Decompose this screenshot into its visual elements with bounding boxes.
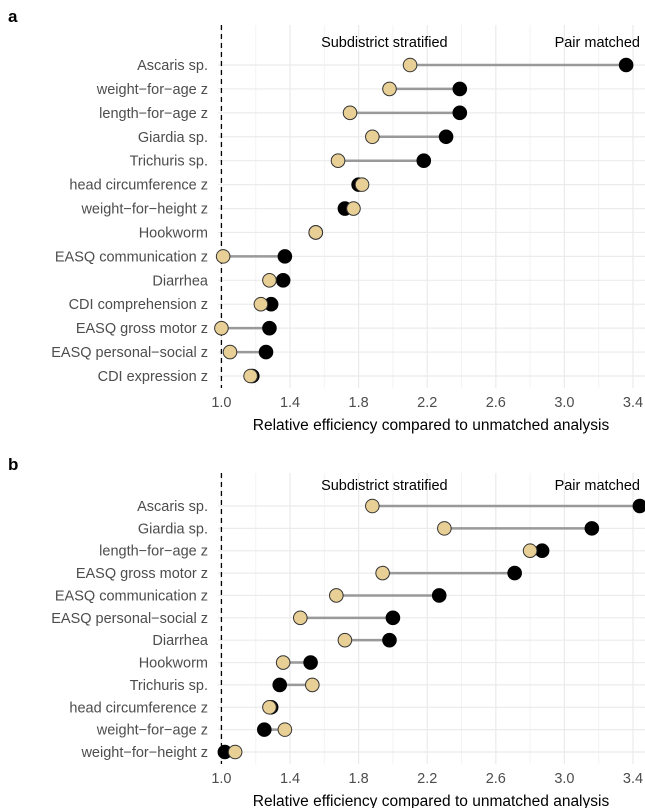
subdistrict-stratified-point: [382, 81, 397, 97]
y-category-label: Ascaris sp.: [137, 499, 208, 515]
subdistrict-stratified-point: [227, 744, 243, 760]
subdistrict-stratified-label: Subdistrict stratified: [321, 35, 448, 51]
pair-matched-point: [275, 273, 291, 288]
subdistrict-stratified-point: [329, 588, 344, 603]
y-category-label: EASQ personal−social z: [51, 611, 208, 627]
subdistrict-stratified-point: [253, 296, 269, 312]
subdistrict-stratified-point: [215, 249, 231, 264]
subdistrict-stratified-point: [375, 565, 390, 581]
subdistrict-stratified-point: [308, 225, 324, 240]
panel-label: a: [8, 7, 18, 26]
pair-matched-label: Pair matched: [555, 478, 640, 494]
x-tick-label: 1.8: [349, 771, 369, 787]
pair-matched-point: [303, 655, 318, 670]
x-tick-label: 2.2: [417, 395, 437, 411]
x-tick-label: 2.2: [417, 771, 437, 787]
x-tick-label: 1.8: [349, 395, 369, 411]
x-axis-title: Relative efficiency compared to unmatche…: [253, 417, 610, 434]
subdistrict-stratified-point: [346, 201, 361, 216]
subdistrict-stratified-point: [522, 543, 538, 559]
y-category-label: Diarrhea: [152, 633, 209, 649]
x-tick-label: 3.4: [623, 395, 643, 411]
x-tick-label: 1.0: [211, 771, 231, 787]
x-tick-label: 1.4: [280, 771, 300, 787]
subdistrict-stratified-point: [365, 129, 380, 145]
pair-matched-point: [277, 249, 293, 264]
y-category-label: Trichuris sp.: [130, 154, 208, 170]
x-tick-label: 3.0: [554, 771, 574, 787]
pair-matched-point: [257, 722, 272, 737]
pair-matched-point: [262, 320, 277, 336]
subdistrict-stratified-point: [337, 632, 353, 648]
y-category-label: weight−for−age z: [96, 723, 208, 739]
y-category-label: length−for−age z: [99, 106, 208, 122]
x-tick-label: 3.0: [554, 395, 574, 411]
pair-matched-point: [584, 521, 600, 536]
y-category-label: EASQ communication z: [55, 249, 208, 265]
y-category-label: Diarrhea: [152, 273, 209, 289]
y-category-label: Hookworm: [139, 656, 208, 672]
subdistrict-stratified-label: Subdistrict stratified: [321, 478, 448, 494]
y-category-label: length−for−age z: [99, 544, 208, 560]
y-category-label: Giardia sp.: [138, 130, 208, 146]
subdistrict-stratified-point: [262, 699, 277, 715]
pair-matched-point: [385, 610, 401, 626]
panel-label: b: [8, 455, 18, 474]
pair-matched-point: [258, 344, 274, 360]
panel-b: b 1.0 1.4 1.8 2.2 2.6 3.0 3.4 Subdistrict strati…: [8, 455, 645, 808]
subdistrict-stratified-point: [222, 344, 238, 360]
y-category-label: weight−for−height z: [80, 745, 208, 761]
y-category-label: Ascaris sp.: [137, 58, 208, 74]
subdistrict-stratified-point: [214, 320, 229, 336]
pair-matched-point: [438, 129, 454, 145]
y-category-label: CDI expression z: [98, 369, 208, 385]
pair-matched-point: [431, 588, 447, 603]
subdistrict-stratified-point: [243, 368, 258, 384]
pair-matched-point: [272, 677, 288, 693]
y-category-label: Trichuris sp.: [130, 678, 208, 694]
x-tick-label: 2.6: [486, 395, 506, 411]
subdistrict-stratified-point: [277, 722, 293, 737]
x-tick-label: 2.6: [486, 771, 506, 787]
y-category-label: weight−for−height z: [80, 202, 208, 218]
x-tick-label: 1.0: [211, 395, 231, 411]
y-category-label: CDI comprehension z: [69, 297, 208, 313]
x-tick-label: 3.4: [623, 771, 643, 787]
subdistrict-stratified-point: [354, 177, 370, 192]
y-category-label: weight−for−age z: [96, 82, 208, 98]
y-category-label: Hookworm: [139, 225, 208, 241]
pair-matched-point: [452, 81, 468, 97]
subdistrict-stratified-point: [342, 105, 358, 121]
pair-matched-point: [632, 498, 645, 514]
x-axis-title: Relative efficiency compared to unmatche…: [253, 793, 610, 808]
y-category-label: head circumference z: [69, 178, 208, 194]
pair-matched-point: [382, 632, 397, 648]
pair-matched-point: [416, 153, 432, 168]
x-tick-label: 1.4: [280, 395, 300, 411]
subdistrict-stratified-point: [365, 498, 380, 514]
subdistrict-stratified-point: [402, 57, 418, 73]
subdistrict-stratified-point: [437, 521, 452, 536]
y-category-label: EASQ gross motor z: [76, 566, 208, 582]
subdistrict-stratified-point: [330, 153, 346, 168]
y-category-label: head circumference z: [69, 700, 208, 716]
y-category-label: Giardia sp.: [138, 521, 208, 537]
pair-matched-point: [507, 565, 522, 581]
pair-matched-label: Pair matched: [555, 35, 640, 51]
panel-a: a 1.0 1.4 1.8 2.2 2.6 3.0 3.4 Subdistrict strati…: [8, 7, 645, 434]
pair-matched-point: [452, 105, 468, 121]
subdistrict-stratified-point: [275, 655, 291, 670]
pair-matched-point: [618, 57, 634, 73]
y-category-label: EASQ gross motor z: [76, 321, 208, 337]
subdistrict-stratified-point: [305, 677, 320, 693]
y-category-label: EASQ personal−social z: [51, 345, 208, 361]
subdistrict-stratified-point: [262, 273, 277, 288]
y-category-label: EASQ communication z: [55, 588, 208, 604]
subdistrict-stratified-point: [293, 610, 308, 626]
